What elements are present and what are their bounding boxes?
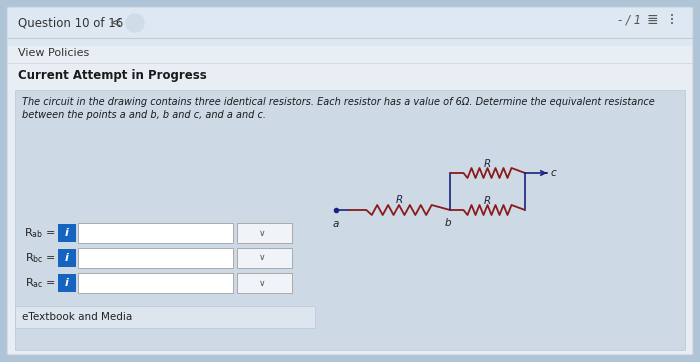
- Text: - / 1: - / 1: [618, 13, 641, 26]
- FancyBboxPatch shape: [58, 249, 76, 267]
- FancyBboxPatch shape: [8, 8, 692, 46]
- FancyBboxPatch shape: [15, 306, 315, 328]
- Text: ∨: ∨: [259, 253, 265, 262]
- Text: ∨: ∨: [259, 278, 265, 287]
- FancyBboxPatch shape: [78, 273, 233, 293]
- Text: Current Attempt in Progress: Current Attempt in Progress: [18, 70, 206, 83]
- Text: <: <: [109, 16, 121, 30]
- Text: The circuit in the drawing contains three identical resistors. Each resistor has: The circuit in the drawing contains thre…: [22, 97, 655, 107]
- FancyBboxPatch shape: [78, 223, 233, 243]
- Text: R: R: [395, 195, 402, 205]
- Text: ∨: ∨: [259, 228, 265, 237]
- FancyBboxPatch shape: [7, 7, 693, 355]
- FancyBboxPatch shape: [237, 273, 292, 293]
- FancyBboxPatch shape: [78, 248, 233, 268]
- Text: i: i: [65, 278, 69, 288]
- Text: i: i: [65, 228, 69, 238]
- Text: •: •: [670, 21, 674, 27]
- Text: i: i: [65, 253, 69, 263]
- Text: R$_{\mathregular{bc}}$ =: R$_{\mathregular{bc}}$ =: [25, 251, 56, 265]
- Text: •: •: [670, 17, 674, 23]
- Text: ↻: ↻: [130, 18, 140, 28]
- Text: R: R: [484, 159, 491, 169]
- Text: Question 10 of 16: Question 10 of 16: [18, 17, 123, 29]
- Text: ≣: ≣: [646, 13, 658, 27]
- Circle shape: [126, 14, 144, 32]
- Text: a: a: [332, 219, 340, 229]
- Text: R$_{\mathregular{ac}}$ =: R$_{\mathregular{ac}}$ =: [25, 276, 56, 290]
- Text: R: R: [484, 196, 491, 206]
- Text: View Policies: View Policies: [18, 48, 90, 58]
- Text: c: c: [551, 168, 556, 178]
- Text: between the points a and b, b and c, and a and c.: between the points a and b, b and c, and…: [22, 110, 266, 120]
- Text: eTextbook and Media: eTextbook and Media: [22, 312, 132, 322]
- FancyBboxPatch shape: [58, 274, 76, 292]
- Text: R$_{\mathregular{ab}}$ =: R$_{\mathregular{ab}}$ =: [25, 226, 56, 240]
- Text: b: b: [444, 218, 452, 228]
- FancyBboxPatch shape: [58, 224, 76, 242]
- FancyBboxPatch shape: [237, 248, 292, 268]
- FancyBboxPatch shape: [237, 223, 292, 243]
- FancyBboxPatch shape: [15, 90, 685, 350]
- Text: •: •: [670, 13, 674, 19]
